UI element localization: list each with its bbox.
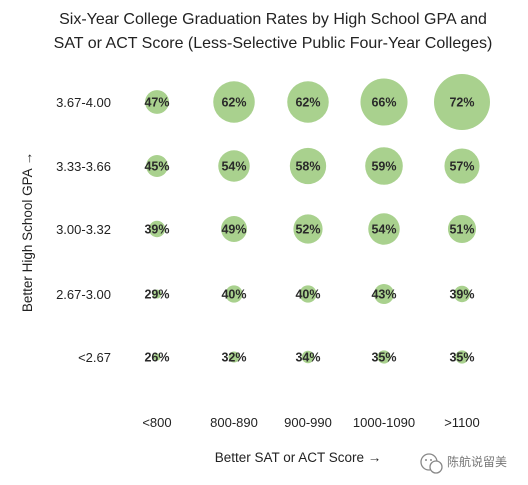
bubble-value-label: 43% [371,288,396,302]
y-tick-label: 3.33-3.66 [56,159,111,174]
bubble-grid: 47% 62% 62% 66% 72% 45% 54% 58% 59% 57% 39% 49% 52% 5… [144,74,490,365]
bubble [434,74,490,130]
x-tick-label: 800-890 [210,415,258,430]
bubble-value-label: 72% [449,96,474,110]
bubble [293,214,323,244]
bubble-value-label: 52% [295,223,320,237]
bubble [146,155,168,177]
bubble-value-label: 62% [295,96,320,110]
bubble [453,285,471,303]
bubble [444,148,480,184]
wechat-icon [420,453,443,474]
bubble-value-label: 40% [295,288,320,302]
x-tick-label: >1100 [444,415,480,430]
y-axis-label: Better High School GPA → [20,152,35,312]
watermark-text: 陈航说留美 [447,454,507,469]
x-tick-label: 1000-1090 [353,415,415,430]
bubble-value-label: 39% [144,223,169,237]
x-axis-label: Better SAT or ACT Score → [215,450,382,465]
y-tick-label: 3.67-4.00 [56,95,111,110]
bubble-value-label: 29% [144,288,169,302]
y-tick-label: 3.00-3.32 [56,222,111,237]
x-tick-label: <800 [142,415,171,430]
bubble-value-label: 57% [449,160,474,174]
bubble [368,213,400,245]
x-tick-label: 900-990 [284,415,332,430]
watermark: 陈航说留美 [420,453,507,474]
bubble-value-label: 54% [221,160,246,174]
bubble-value-label: 35% [371,351,396,365]
bubble [360,78,408,126]
bubble-value-label: 39% [449,288,474,302]
bubble-value-label: 26% [144,351,169,365]
bubble [374,284,394,304]
chart-title-line-1: Six-Year College Graduation Rates by Hig… [59,11,487,28]
y-axis-tick-labels: 3.67-4.00 3.33-3.66 3.00-3.32 2.67-3.00 <2.6… [56,95,111,365]
bubble-value-label: 35% [449,351,474,365]
chart-title-line-2: SAT or ACT Score (Less-Selective Public … [54,35,493,52]
bubble-value-label: 40% [221,288,246,302]
bubble [377,350,391,364]
bubble [447,214,477,244]
bubble-value-label: 66% [371,96,396,110]
bubble-value-label: 34% [295,351,320,365]
bubble [455,350,469,364]
bubble [152,289,162,299]
y-tick-label: <2.67 [78,350,111,365]
bubble-value-label: 49% [221,223,246,237]
bubble [228,351,240,363]
bubble [287,81,329,123]
bubble-value-label: 62% [221,96,246,110]
bubble-value-label: 54% [371,223,396,237]
bubble [289,147,327,185]
bubble-value-label: 45% [144,160,169,174]
bubble [153,353,161,361]
bubble [213,81,255,123]
bubble-value-label: 32% [221,351,246,365]
bubble [225,285,243,303]
y-tick-label: 2.67-3.00 [56,287,111,302]
bubble-value-label: 59% [371,160,396,174]
bubble [221,216,247,242]
bubble [218,150,250,182]
bubble-value-label: 51% [449,223,474,237]
bubble [301,350,315,364]
bubble [365,147,403,185]
bubble [299,285,317,303]
x-axis-tick-labels: <800 800-890 900-990 1000-1090 >1100 [142,415,479,430]
bubble [145,90,169,114]
bubble-value-label: 47% [144,96,169,110]
bubble [148,220,166,238]
bubble-value-label: 58% [295,160,320,174]
